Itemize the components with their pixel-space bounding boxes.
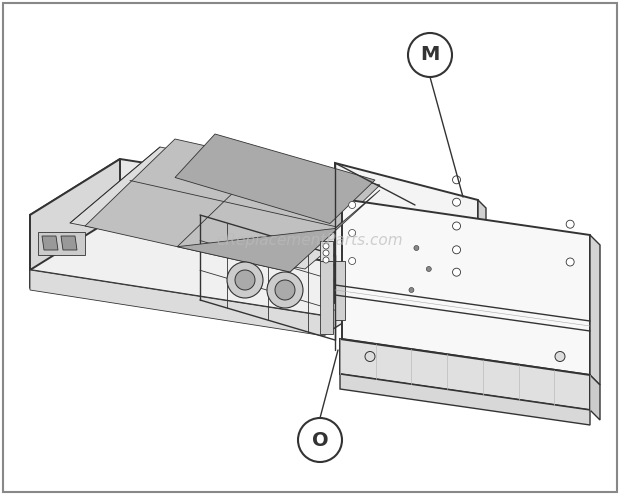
- Circle shape: [323, 243, 329, 249]
- Polygon shape: [175, 134, 375, 224]
- Text: O: O: [312, 431, 329, 449]
- Polygon shape: [320, 261, 333, 334]
- Polygon shape: [85, 139, 380, 272]
- Polygon shape: [70, 147, 395, 269]
- Polygon shape: [61, 236, 77, 250]
- Polygon shape: [590, 235, 600, 385]
- Polygon shape: [590, 375, 600, 420]
- Polygon shape: [335, 163, 478, 340]
- Circle shape: [409, 288, 414, 293]
- Polygon shape: [320, 241, 333, 261]
- Circle shape: [227, 262, 263, 298]
- Polygon shape: [478, 200, 486, 348]
- Circle shape: [453, 246, 461, 254]
- Circle shape: [235, 270, 255, 290]
- Circle shape: [453, 198, 461, 206]
- Polygon shape: [342, 199, 590, 375]
- Circle shape: [275, 280, 295, 300]
- Polygon shape: [42, 236, 58, 250]
- Polygon shape: [38, 232, 85, 255]
- Circle shape: [348, 230, 356, 237]
- Circle shape: [267, 272, 303, 308]
- Circle shape: [348, 257, 356, 264]
- Circle shape: [323, 250, 329, 256]
- Circle shape: [365, 351, 375, 361]
- Polygon shape: [340, 374, 590, 425]
- Polygon shape: [177, 190, 380, 272]
- Polygon shape: [30, 232, 415, 334]
- Circle shape: [453, 222, 461, 230]
- Polygon shape: [30, 214, 120, 288]
- Circle shape: [408, 33, 452, 77]
- Polygon shape: [30, 159, 120, 270]
- Circle shape: [427, 266, 432, 271]
- Circle shape: [414, 246, 419, 250]
- Polygon shape: [340, 339, 590, 410]
- Circle shape: [348, 201, 356, 208]
- Circle shape: [298, 418, 342, 462]
- Polygon shape: [335, 261, 345, 320]
- Text: eReplacementParts.com: eReplacementParts.com: [216, 233, 404, 248]
- Circle shape: [566, 220, 574, 228]
- Polygon shape: [30, 270, 325, 336]
- Text: M: M: [420, 46, 440, 64]
- Circle shape: [555, 351, 565, 361]
- Circle shape: [566, 258, 574, 266]
- Circle shape: [323, 257, 329, 263]
- Polygon shape: [30, 159, 415, 261]
- Polygon shape: [30, 215, 325, 316]
- Circle shape: [453, 268, 461, 276]
- Polygon shape: [30, 270, 325, 334]
- Circle shape: [453, 176, 461, 184]
